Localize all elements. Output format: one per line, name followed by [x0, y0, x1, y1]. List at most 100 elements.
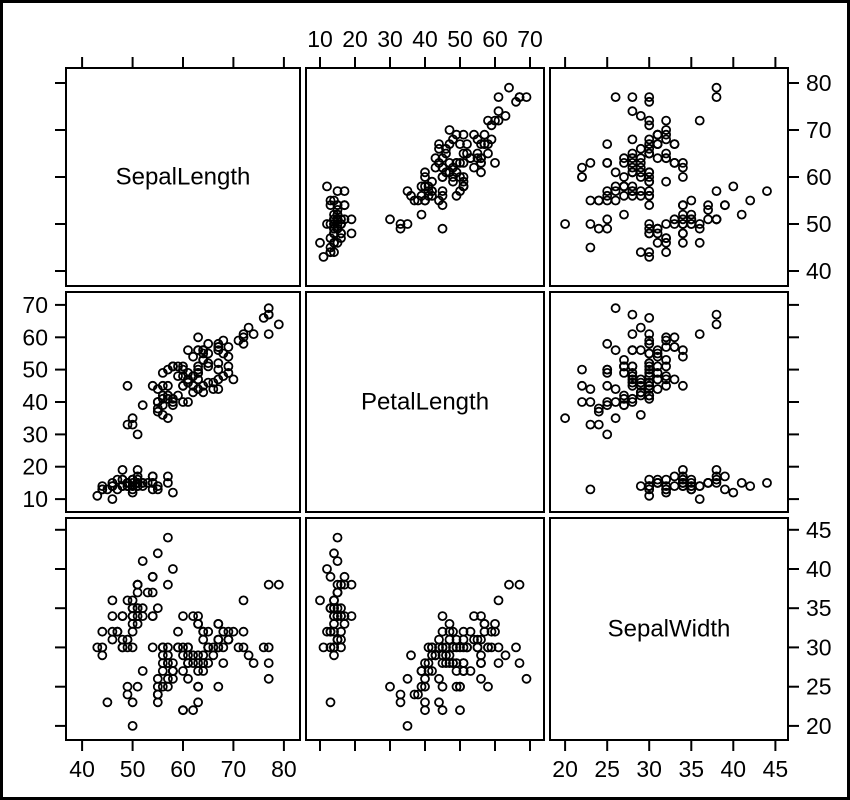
data-point	[678, 200, 688, 211]
data-point	[619, 209, 629, 220]
data-point	[661, 125, 671, 135]
data-point	[332, 634, 343, 645]
data-point	[644, 361, 655, 372]
data-point	[661, 380, 671, 391]
data-point	[157, 681, 168, 692]
data-point	[315, 595, 325, 606]
data-point	[451, 666, 462, 676]
data-point	[117, 642, 128, 653]
data-point	[193, 697, 204, 708]
data-point	[402, 721, 413, 731]
data-point	[117, 481, 128, 492]
data-point	[329, 642, 339, 653]
data-point	[218, 626, 229, 637]
data-point	[423, 642, 434, 653]
data-point	[263, 579, 274, 590]
data-point	[661, 371, 671, 382]
data-point	[409, 689, 420, 700]
data-point	[619, 172, 629, 182]
data-point	[661, 247, 671, 258]
data-point	[669, 342, 680, 352]
data-point	[610, 92, 621, 102]
data-point	[117, 464, 128, 475]
data-point	[644, 190, 655, 201]
data-point	[339, 186, 350, 197]
data-point	[238, 595, 249, 606]
data-point	[627, 397, 638, 407]
data-point	[635, 387, 646, 398]
data-point	[208, 642, 219, 653]
panel-r0c0: SepalLength	[65, 67, 301, 287]
panel-r1c1: PetalLength	[305, 291, 545, 513]
data-point	[448, 658, 458, 668]
data-point	[332, 556, 343, 566]
data-point	[127, 474, 138, 485]
tick-label: 25	[594, 756, 620, 782]
data-point	[437, 642, 448, 653]
data-point	[332, 204, 343, 215]
data-point	[644, 312, 655, 323]
data-point	[434, 139, 444, 150]
data-point	[152, 484, 163, 495]
data-point	[147, 642, 158, 653]
data-point	[585, 242, 596, 253]
tick-label: 40	[806, 258, 832, 284]
data-point	[745, 481, 756, 492]
data-point	[678, 157, 688, 168]
data-point	[122, 681, 133, 692]
data-point	[122, 634, 133, 645]
data-point	[476, 658, 486, 668]
data-point	[619, 367, 629, 378]
data-point	[423, 658, 434, 668]
data-point	[694, 481, 705, 492]
data-point	[162, 471, 173, 482]
data-point	[183, 397, 193, 407]
data-point	[661, 134, 671, 145]
data-point	[142, 477, 153, 488]
data-point	[644, 377, 655, 388]
data-point	[178, 361, 188, 372]
data-point	[127, 721, 138, 731]
data-point	[437, 626, 448, 637]
data-point	[437, 186, 448, 197]
data-point	[97, 642, 108, 653]
data-point	[395, 697, 406, 708]
data-point	[476, 167, 486, 178]
data-point	[243, 322, 254, 333]
data-point	[627, 92, 638, 102]
data-point	[686, 219, 697, 229]
data-point	[178, 705, 188, 716]
tick-label: 80	[271, 756, 297, 782]
data-point	[132, 611, 143, 621]
data-point	[193, 681, 204, 692]
data-point	[644, 364, 655, 375]
data-point	[661, 176, 671, 187]
data-point	[329, 195, 339, 206]
tick-label: 70	[22, 292, 48, 318]
data-point	[162, 390, 173, 401]
data-point	[188, 351, 199, 362]
data-point	[694, 223, 705, 234]
data-point	[652, 474, 663, 485]
data-point	[183, 345, 193, 356]
data-point	[263, 658, 274, 668]
data-point	[198, 658, 209, 668]
data-point	[635, 322, 646, 333]
data-point	[458, 172, 469, 182]
data-point	[669, 471, 680, 482]
tick-label: 40	[721, 756, 747, 782]
data-point	[263, 673, 274, 684]
data-point	[325, 642, 336, 653]
data-point	[627, 167, 638, 178]
data-point	[490, 115, 500, 126]
data-point	[610, 397, 621, 407]
data-point	[610, 345, 621, 356]
data-point	[178, 611, 188, 621]
data-point	[602, 214, 613, 225]
data-point	[346, 228, 357, 239]
data-point	[610, 303, 621, 314]
data-point	[451, 681, 462, 692]
data-point	[122, 595, 133, 606]
data-point	[167, 400, 178, 411]
data-point	[694, 115, 705, 126]
